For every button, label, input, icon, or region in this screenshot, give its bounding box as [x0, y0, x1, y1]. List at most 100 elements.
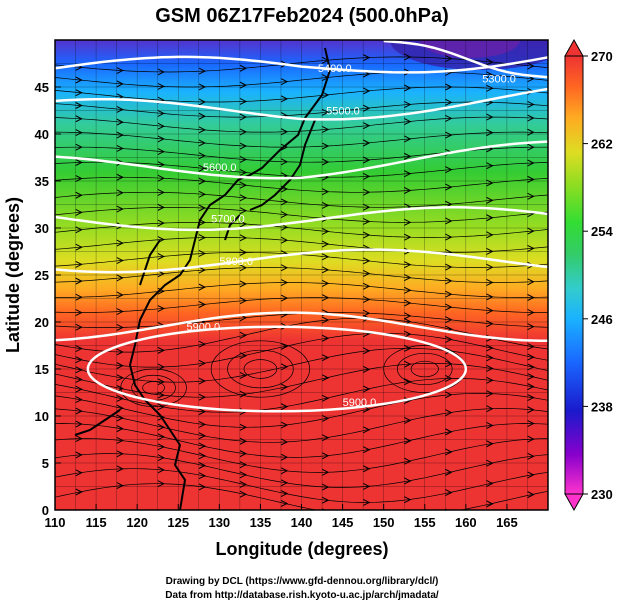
height-contour — [383, 40, 548, 79]
flow-arrow — [157, 82, 165, 90]
contour-label: 5700.0 — [211, 214, 245, 226]
flow-arrow — [280, 490, 289, 497]
flow-arrow — [527, 128, 535, 136]
flow-arrow — [75, 385, 83, 393]
map-panel: 5400.05500.05600.05700.05800.05900.05900… — [55, 40, 548, 510]
flow-arrow — [75, 159, 83, 166]
flow-arrow — [157, 454, 165, 462]
flow-arrow — [198, 83, 207, 91]
y-tick-label: 30 — [35, 221, 49, 236]
contour-label: 5500.0 — [326, 106, 360, 118]
flow-arrow — [75, 129, 83, 137]
flow-arrow — [404, 152, 412, 160]
flow-arrow — [280, 479, 289, 487]
x-axis-label: Longitude (degrees) — [215, 539, 388, 559]
flow-arrow — [116, 205, 124, 213]
flow-arrow — [198, 452, 207, 460]
flow-arrow — [321, 158, 330, 166]
flow-arrow — [486, 129, 494, 137]
flow-arrow — [116, 348, 124, 356]
streamline — [55, 393, 548, 428]
eddy-streamline — [243, 359, 278, 379]
streamline — [55, 222, 548, 238]
flow-arrow — [157, 423, 165, 431]
flow-arrow — [527, 309, 535, 316]
flow-arrow — [445, 114, 453, 122]
flow-arrow — [116, 414, 124, 422]
flow-arrow — [404, 187, 412, 194]
streamline — [55, 297, 548, 313]
height-contours: 5400.05500.05600.05700.05800.05900.05900… — [55, 40, 548, 413]
colorbar-min-arrow — [564, 493, 584, 512]
cold-core-center — [420, 40, 520, 58]
flow-arrow — [198, 164, 207, 172]
flow-arrow — [486, 307, 494, 315]
flow-arrow — [157, 109, 165, 117]
flow-arrow — [280, 363, 289, 371]
flow-arrow — [527, 278, 535, 286]
flow-arrow — [363, 104, 371, 112]
flow-arrow — [280, 500, 289, 507]
flow-arrow — [239, 480, 248, 488]
flow-arrow — [75, 420, 83, 428]
streamline — [55, 453, 548, 488]
height-contour — [55, 140, 548, 180]
flow-arrow — [239, 168, 248, 176]
flow-arrow — [527, 227, 535, 235]
streamline — [55, 131, 548, 148]
flow-arrow — [280, 467, 289, 475]
flow-arrow — [527, 373, 535, 381]
flow-arrow — [363, 156, 371, 164]
flow-arrow — [75, 76, 83, 84]
flow-arrow — [239, 181, 248, 189]
flow-arrow — [198, 177, 207, 185]
flow-arrow — [486, 231, 494, 239]
flow-arrow — [486, 263, 494, 271]
flow-arrow — [321, 483, 330, 491]
x-tick-label: 130 — [208, 515, 230, 530]
flow-arrow — [157, 203, 165, 211]
flow-arrow — [404, 457, 412, 465]
flow-arrow — [280, 78, 289, 86]
flow-arrow — [321, 279, 330, 287]
flow-arrow — [116, 173, 124, 181]
flow-arrow — [198, 301, 207, 308]
flow-arrow — [116, 324, 124, 331]
flow-arrow — [486, 390, 494, 398]
flow-arrow — [198, 283, 207, 291]
flow-arrow — [198, 204, 207, 212]
flow-arrow — [445, 489, 453, 497]
flow-arrow — [116, 450, 124, 458]
flow-arrow — [445, 448, 453, 456]
colorbar-tick-label: 246 — [591, 312, 613, 327]
flow-arrow — [321, 227, 330, 235]
flow-arrow — [445, 263, 453, 271]
flow-arrow — [157, 466, 165, 474]
flow-arrow — [486, 279, 494, 286]
contour-label: 5800.0 — [219, 256, 253, 268]
flow-arrow — [198, 98, 207, 106]
flow-arrow — [445, 335, 453, 343]
flow-arrow — [321, 334, 330, 342]
flow-arrow — [527, 353, 535, 361]
flow-arrow — [404, 299, 412, 307]
flow-arrow — [321, 452, 330, 460]
flow-arrow — [486, 84, 494, 92]
flow-arrow — [280, 128, 289, 136]
flow-arrow — [75, 488, 83, 496]
eddy-streamline — [210, 340, 311, 398]
streamline — [55, 423, 548, 458]
flow-arrow — [404, 417, 412, 424]
flow-arrow — [75, 435, 83, 443]
flow-arrow — [239, 280, 248, 288]
flow-arrow — [75, 243, 83, 251]
flow-arrow — [363, 122, 371, 130]
streamline — [55, 267, 548, 283]
flow-arrow — [280, 383, 289, 391]
flow-arrow — [527, 420, 535, 428]
flow-arrow — [239, 390, 248, 398]
flow-arrow — [157, 188, 165, 196]
flow-arrow — [239, 207, 248, 215]
eddy-streamline — [227, 349, 294, 389]
flow-arrow — [116, 274, 124, 282]
